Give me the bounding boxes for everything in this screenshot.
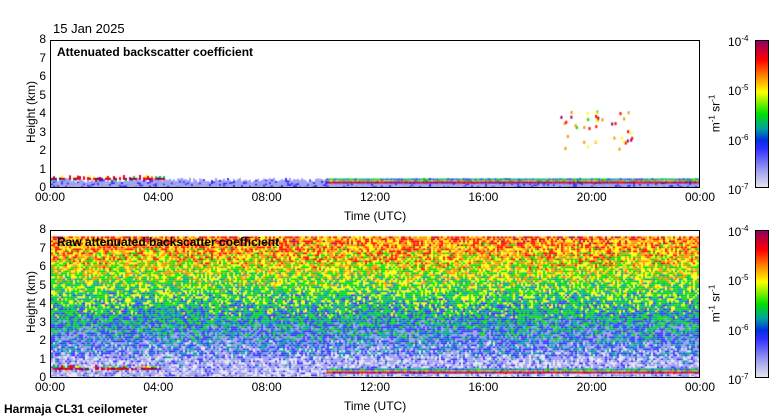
y-tick-label: 0: [39, 180, 46, 194]
y-tick-label: 7: [39, 240, 46, 255]
plot-title: Attenuated backscatter coefficient: [57, 45, 254, 59]
x-tick-label: 00:00: [34, 190, 66, 204]
y-tick-label: 6: [39, 69, 46, 83]
colorbar-tick-label: 10-4: [728, 34, 749, 49]
x-axis-label: Time (UTC): [344, 209, 407, 223]
colorbar-tick-label: 10-5: [728, 273, 749, 289]
y-tick-label: 2: [39, 333, 46, 347]
x-tick-label: 12:00: [359, 190, 391, 204]
x-tick-label: 00:00: [34, 380, 66, 394]
plot-title: Raw attenuated backscatter coefficient: [57, 235, 280, 249]
colorbar-tick-label: 10-5: [728, 83, 749, 99]
x-tick-label: 16:00: [468, 190, 499, 204]
x-tick-label: 04:00: [143, 190, 174, 204]
y-tick-label: 0: [39, 370, 46, 384]
instrument-label: Harmaja CL31 ceilometer: [4, 402, 148, 416]
x-tick-label: 20:00: [576, 190, 607, 204]
x-tick-label: 16:00: [468, 380, 499, 394]
colorbar: [755, 230, 769, 378]
plot-attenuated-backscatter: Attenuated backscatter coefficient: [50, 40, 700, 188]
y-tick-label: 8: [39, 32, 46, 46]
colorbar-unit-label: m-1 sr-1: [707, 94, 723, 133]
y-tick-label: 1: [39, 351, 46, 366]
plot-raw-backscatter: Raw attenuated backscatter coefficient: [50, 230, 700, 378]
y-tick-label: 3: [39, 314, 46, 329]
y-tick-label: 4: [39, 106, 46, 120]
backscatter-heatmap: [51, 41, 699, 187]
colorbar-tick-label: 10-6: [728, 132, 749, 148]
y-tick-label: 5: [39, 277, 46, 292]
x-axis-label: Time (UTC): [344, 399, 407, 413]
y-tick-label: 5: [39, 87, 46, 102]
colorbar-tick-label: 10-6: [728, 322, 749, 338]
y-tick-label: 7: [39, 50, 46, 65]
date-label: 15 Jan 2025: [53, 21, 125, 36]
y-axis-label: Height (km): [24, 80, 38, 143]
colorbar-tick-label: 10-7: [728, 371, 749, 387]
x-tick-label: 00:00: [684, 190, 716, 204]
y-tick-label: 6: [39, 259, 46, 273]
x-tick-label: 04:00: [143, 380, 174, 394]
x-tick-label: 20:00: [576, 380, 607, 394]
y-tick-label: 8: [39, 222, 46, 236]
colorbar-unit-label: m-1 sr-1: [707, 284, 723, 323]
y-axis-label: Height (km): [24, 270, 38, 333]
x-tick-label: 00:00: [684, 380, 716, 394]
y-tick-label: 3: [39, 124, 46, 139]
colorbar-tick-label: 10-7: [728, 181, 749, 197]
x-tick-label: 08:00: [251, 190, 282, 204]
colorbar-tick-label: 10-4: [728, 224, 749, 239]
x-tick-label: 12:00: [359, 380, 391, 394]
y-tick-label: 1: [39, 161, 46, 176]
y-tick-label: 4: [39, 296, 46, 310]
y-tick-label: 2: [39, 143, 46, 157]
colorbar: [755, 40, 769, 188]
x-tick-label: 08:00: [251, 380, 282, 394]
raw-backscatter-heatmap: [51, 231, 699, 377]
